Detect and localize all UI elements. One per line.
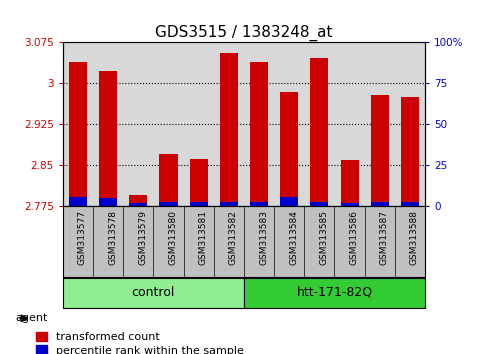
Bar (159, 202, 178, 206)
Text: GSM313579: GSM313579 (138, 210, 147, 265)
Bar (159, 154, 178, 206)
FancyBboxPatch shape (244, 278, 425, 308)
Bar (280, 196, 298, 206)
Text: GSM313578: GSM313578 (108, 210, 117, 265)
Bar (311, 202, 328, 206)
Bar (129, 195, 147, 206)
Bar (129, 202, 147, 206)
Text: GSM313587: GSM313587 (380, 210, 389, 265)
Bar (341, 202, 358, 206)
Text: GSM313577: GSM313577 (78, 210, 87, 265)
Bar (99, 72, 117, 206)
Text: GSM313581: GSM313581 (199, 210, 208, 265)
Bar (280, 92, 298, 206)
Text: control: control (132, 286, 175, 299)
Bar (250, 62, 268, 206)
Bar (189, 202, 208, 206)
Bar (220, 202, 238, 206)
Bar (189, 159, 208, 206)
Text: GSM313582: GSM313582 (229, 210, 238, 265)
Text: GSM313586: GSM313586 (350, 210, 358, 265)
Bar (69, 62, 87, 206)
Bar (220, 53, 238, 206)
Text: agent: agent (15, 313, 48, 323)
Text: htt-171-82Q: htt-171-82Q (297, 286, 372, 299)
Bar (311, 58, 328, 206)
Legend: transformed count, percentile rank within the sample: transformed count, percentile rank withi… (36, 332, 243, 354)
Text: GSM313584: GSM313584 (289, 210, 298, 265)
Text: GSM313588: GSM313588 (410, 210, 419, 265)
Text: GSM313580: GSM313580 (169, 210, 177, 265)
Bar (250, 202, 268, 206)
Bar (341, 160, 358, 206)
FancyBboxPatch shape (63, 278, 244, 308)
Bar (99, 198, 117, 206)
Title: GDS3515 / 1383248_at: GDS3515 / 1383248_at (155, 25, 333, 41)
Bar (401, 202, 419, 206)
Bar (69, 196, 87, 206)
Text: GSM313583: GSM313583 (259, 210, 268, 265)
Bar (401, 97, 419, 206)
Bar (371, 202, 389, 206)
Bar (371, 96, 389, 206)
Text: GSM313585: GSM313585 (319, 210, 328, 265)
